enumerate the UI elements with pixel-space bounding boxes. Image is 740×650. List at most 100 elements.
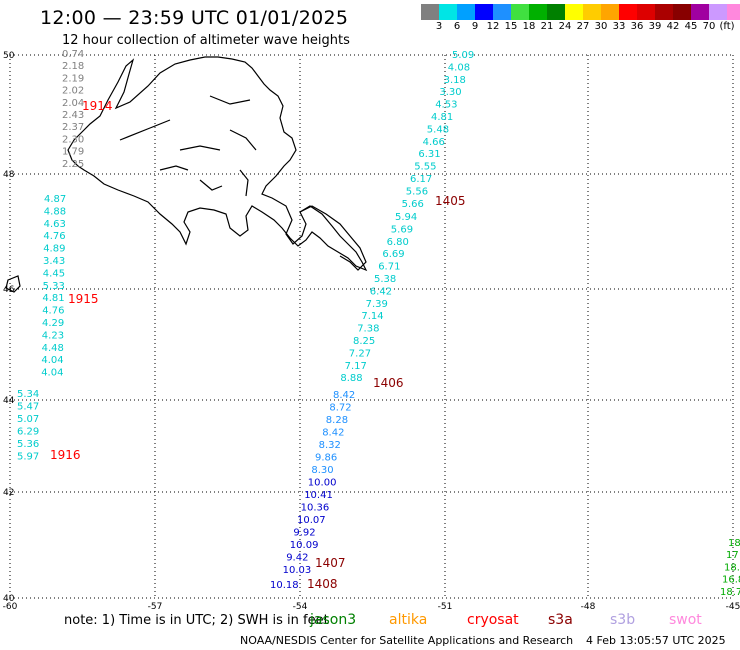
swh-value: 10.00 <box>308 478 337 489</box>
lon-label: -51 <box>438 602 453 612</box>
swh-value: 8.25 <box>353 336 375 347</box>
legend-swatch <box>619 4 637 20</box>
legend-label: 27 <box>576 21 590 32</box>
swh-value: 4.87 <box>44 194 66 205</box>
legend-swatch <box>727 4 740 20</box>
swh-value: 4.88 <box>44 206 66 217</box>
swh-value: 4.29 <box>42 318 64 329</box>
inner-bay-lines <box>119 95 257 197</box>
legend-swatch <box>691 4 709 20</box>
avalon-peninsula <box>299 205 367 271</box>
swh-value: 2.18 <box>62 61 84 72</box>
coastline <box>5 56 368 293</box>
satellite-name: jason3 <box>310 612 357 628</box>
legend-label: 3 <box>435 21 443 32</box>
legend-swatch <box>529 4 547 20</box>
swh-value: 2.02 <box>62 86 84 97</box>
legend-label: 9 <box>471 21 479 32</box>
lon-label: -45 <box>726 602 740 612</box>
legend-swatch <box>637 4 655 20</box>
swh-value: 6.42 <box>370 286 392 297</box>
satellite-name: altika <box>389 612 428 628</box>
legend-label: 45 <box>684 21 698 32</box>
credit-line: NOAA/NESDIS Center for Satellite Applica… <box>240 634 574 647</box>
altimeter-track: 5.34 5.475.07 6.295.36 5.97 1916 <box>17 389 81 463</box>
swh-value: 10.18 <box>270 580 299 591</box>
swh-value: 7.27 <box>349 348 371 359</box>
pass-label: 1408 <box>307 577 338 591</box>
legend-swatch <box>673 4 691 20</box>
legend-swatch <box>601 4 619 20</box>
pass-label: 1405 <box>435 194 466 208</box>
newfoundland-coastline <box>67 56 368 272</box>
swh-value: 2.43 <box>62 110 84 121</box>
swh-value: 8.42 <box>333 390 355 401</box>
satellite-name: s3a <box>548 612 573 628</box>
swh-value: 6.17 <box>410 174 432 185</box>
pass-label: 1916 <box>50 448 81 462</box>
satellite-name: swot <box>669 612 702 628</box>
swh-value: 5.69 <box>391 224 413 235</box>
swh-value: 4.63 <box>44 219 66 230</box>
swh-value: 0.74 <box>62 49 84 60</box>
legend-label: 21 <box>540 21 554 32</box>
swh-value: 5.34 <box>17 389 39 400</box>
lat-label: 42 <box>3 488 14 498</box>
swh-value: 5.48 <box>427 124 449 135</box>
swh-value: 18 <box>728 538 740 549</box>
swh-value: 8.42 <box>322 428 344 439</box>
swh-value: 10.09 <box>290 540 319 551</box>
legend-swatch <box>457 4 475 20</box>
swh-value: 4.81 <box>42 293 64 304</box>
legend-label: 70 <box>702 21 716 32</box>
swh-value: 7.17 <box>345 361 367 372</box>
swh-value: 5.47 <box>17 402 39 413</box>
swh-value: 2.25 <box>62 159 84 170</box>
swh-value: 8.30 <box>311 465 333 476</box>
swh-value: 5.09 <box>452 50 474 61</box>
swh-value: 9.42 <box>286 553 308 564</box>
lat-label: 44 <box>3 396 15 406</box>
swh-value: 7.38 <box>357 324 379 335</box>
lon-label: -48 <box>581 602 596 612</box>
swh-value: 9.86 <box>315 453 337 464</box>
swh-value: 10.07 <box>297 515 326 526</box>
swh-value: 5.97 <box>17 452 39 463</box>
legend-swatch <box>655 4 673 20</box>
swh-value: 18.75 <box>720 587 740 598</box>
legend-swatch <box>583 4 601 20</box>
swh-value: 5.66 <box>402 199 424 210</box>
swh-value: 5.38 <box>374 274 396 285</box>
swh-value: 18.3 <box>724 562 740 573</box>
swh-value: 2.30 <box>62 134 84 145</box>
lat-label: 50 <box>3 51 15 61</box>
swh-value: 10.41 <box>304 490 333 501</box>
legend-label: 42 <box>666 21 680 32</box>
pass-label: 1915 <box>68 292 99 306</box>
timestamp: 4 Feb 13:05:57 UTC 2025 <box>586 634 726 647</box>
legend-label: 6 <box>453 21 461 32</box>
lon-label: -60 <box>3 602 18 612</box>
altimeter-track: 5.945.69 6.806.69 6.715.386.42 7.397.14 7.38… <box>340 212 417 390</box>
island-outline <box>5 275 21 293</box>
legend-swatch <box>547 4 565 20</box>
legend-swatch <box>709 4 727 20</box>
swh-value: 8.88 <box>340 373 362 384</box>
legend-label: 12 <box>486 21 500 32</box>
swh-value: 5.55 <box>414 162 436 173</box>
swh-value: 4.66 <box>423 137 445 148</box>
legend-swatch <box>493 4 511 20</box>
legend-label: 33 <box>612 21 626 32</box>
swh-value: 4.81 <box>431 112 453 123</box>
axis-labels: 50 48 46 44 42 40-60 -57 -54 -51 -48 -45 <box>3 51 740 612</box>
pass-label: 1914 <box>82 99 113 113</box>
legend-label: 15 <box>504 21 518 32</box>
swh-value: 1.79 <box>62 147 84 158</box>
swh-value: 10.03 <box>283 565 312 576</box>
swh-value: 4.45 <box>43 268 65 279</box>
legend-label: (ft) <box>719 21 735 32</box>
swh-value: 10.36 <box>301 503 330 514</box>
swh-value: 4.76 <box>42 306 64 317</box>
legend-label: 36 <box>630 21 644 32</box>
